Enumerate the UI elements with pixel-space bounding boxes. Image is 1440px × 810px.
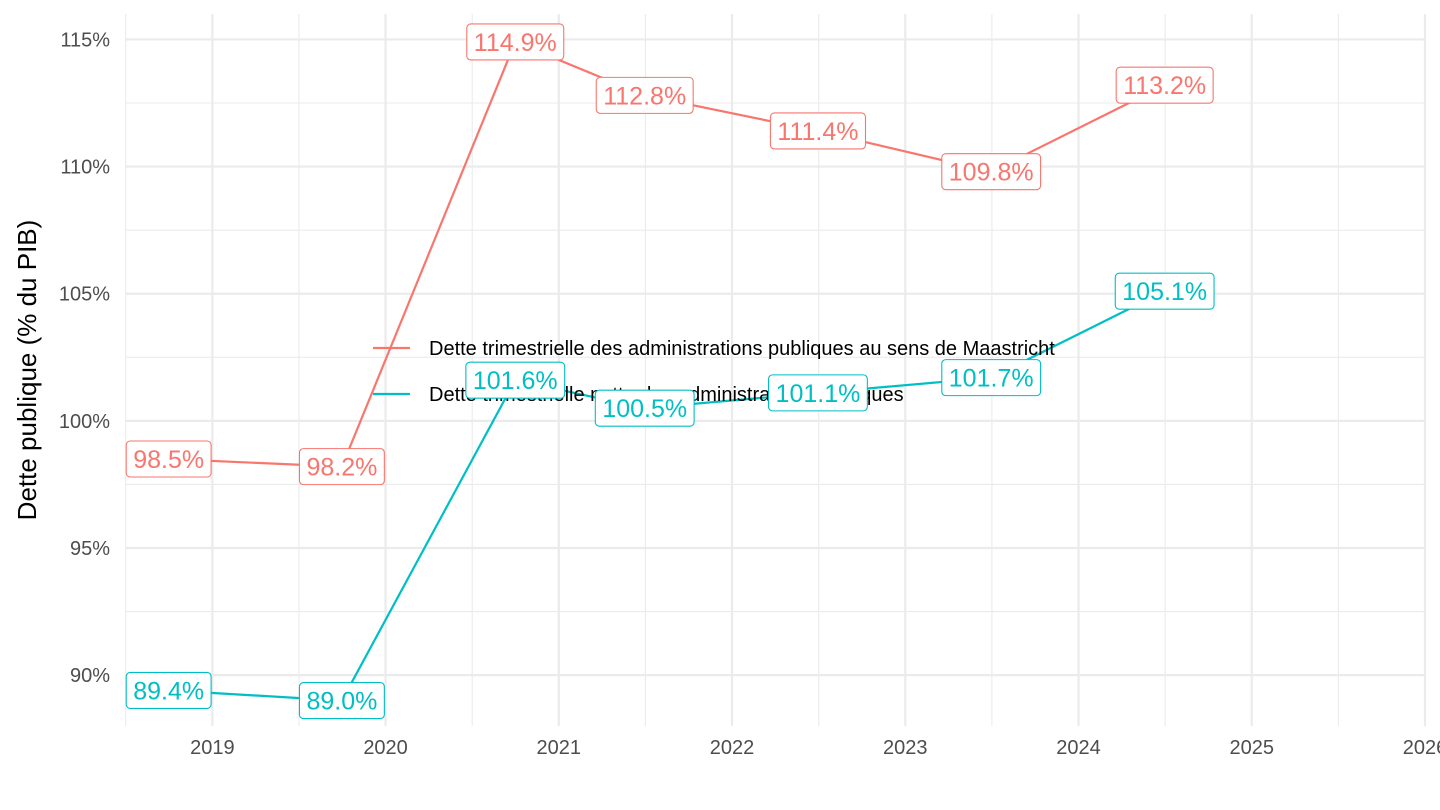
data-label-box <box>125 671 212 709</box>
data-label-box <box>466 23 565 61</box>
y-tick-label: 100% <box>59 411 110 433</box>
data-label: 100.5% <box>594 389 695 427</box>
y-tick-label: 110% <box>60 157 110 179</box>
x-tick-label: 2025 <box>1230 737 1275 759</box>
data-label-text: 100.5% <box>602 395 687 423</box>
data-label: 89.4% <box>125 671 212 709</box>
data-label-box <box>941 359 1042 397</box>
data-label-box <box>465 361 566 399</box>
x-tick-label: 2026 <box>1403 737 1440 759</box>
y-tick-label: 115% <box>60 29 110 51</box>
data-label-text: 113.2% <box>1123 72 1206 100</box>
data-label-box <box>298 448 385 486</box>
data-label-text: 109.8% <box>949 159 1034 187</box>
legend-label: Dette trimestrielle des administrations … <box>429 338 1055 360</box>
data-label-text: 105.1% <box>1122 278 1207 306</box>
data-label-box <box>594 389 695 427</box>
data-label: 114.9% <box>466 23 565 61</box>
data-label-box <box>1115 66 1214 104</box>
data-label: 98.2% <box>298 448 385 486</box>
data-label: 101.6% <box>465 361 566 399</box>
data-label-box <box>768 374 868 412</box>
data-label-box <box>941 153 1042 191</box>
data-label-text: 101.1% <box>776 380 861 408</box>
y-axis-title: Dette publique (% du PIB) <box>12 220 42 521</box>
x-axis-ticks: 2019 2020 2021 2022 2023 2024 2025 2026 <box>190 737 1440 759</box>
data-labels: 98.5% 98.2% 114.9% 112.8% 111.4% 109.8% 113.2%… <box>125 23 1215 720</box>
data-label: 98.5% <box>125 440 212 478</box>
data-label-text: 112.8% <box>603 82 686 110</box>
data-label: 101.1% <box>768 374 868 412</box>
y-tick-label: 90% <box>70 665 110 687</box>
data-label: 101.7% <box>941 359 1042 397</box>
y-axis-ticks: 90% 95% 100% 105% 110% 115% <box>59 29 110 687</box>
data-label: 113.2% <box>1115 66 1214 104</box>
data-label-text: 98.2% <box>306 454 377 482</box>
data-label-text: 101.7% <box>949 365 1034 393</box>
data-label-text: 114.9% <box>474 29 557 57</box>
y-tick-label: 105% <box>59 284 110 306</box>
data-label-text: 89.0% <box>306 688 377 716</box>
x-tick-label: 2019 <box>190 737 235 759</box>
data-label-text: 101.6% <box>473 367 558 395</box>
data-label-box <box>595 76 694 114</box>
data-label: 89.0% <box>298 682 385 720</box>
data-label-box <box>298 682 385 720</box>
x-tick-label: 2020 <box>363 737 408 759</box>
data-label-text: 89.4% <box>133 677 204 705</box>
x-tick-label: 2023 <box>883 737 928 759</box>
data-label: 109.8% <box>941 153 1042 191</box>
data-label: 111.4% <box>769 112 867 150</box>
x-tick-label: 2022 <box>710 737 755 759</box>
data-label: 105.1% <box>1114 272 1215 310</box>
x-tick-label: 2024 <box>1056 737 1101 759</box>
y-tick-label: 95% <box>70 538 110 560</box>
data-label-box <box>769 112 867 150</box>
x-tick-label: 2021 <box>537 737 582 759</box>
data-label-text: 98.5% <box>133 446 204 474</box>
data-label-text: 111.4% <box>777 118 858 146</box>
data-label-box <box>125 440 212 478</box>
data-label-box <box>1114 272 1215 310</box>
data-label: 112.8% <box>595 76 694 114</box>
